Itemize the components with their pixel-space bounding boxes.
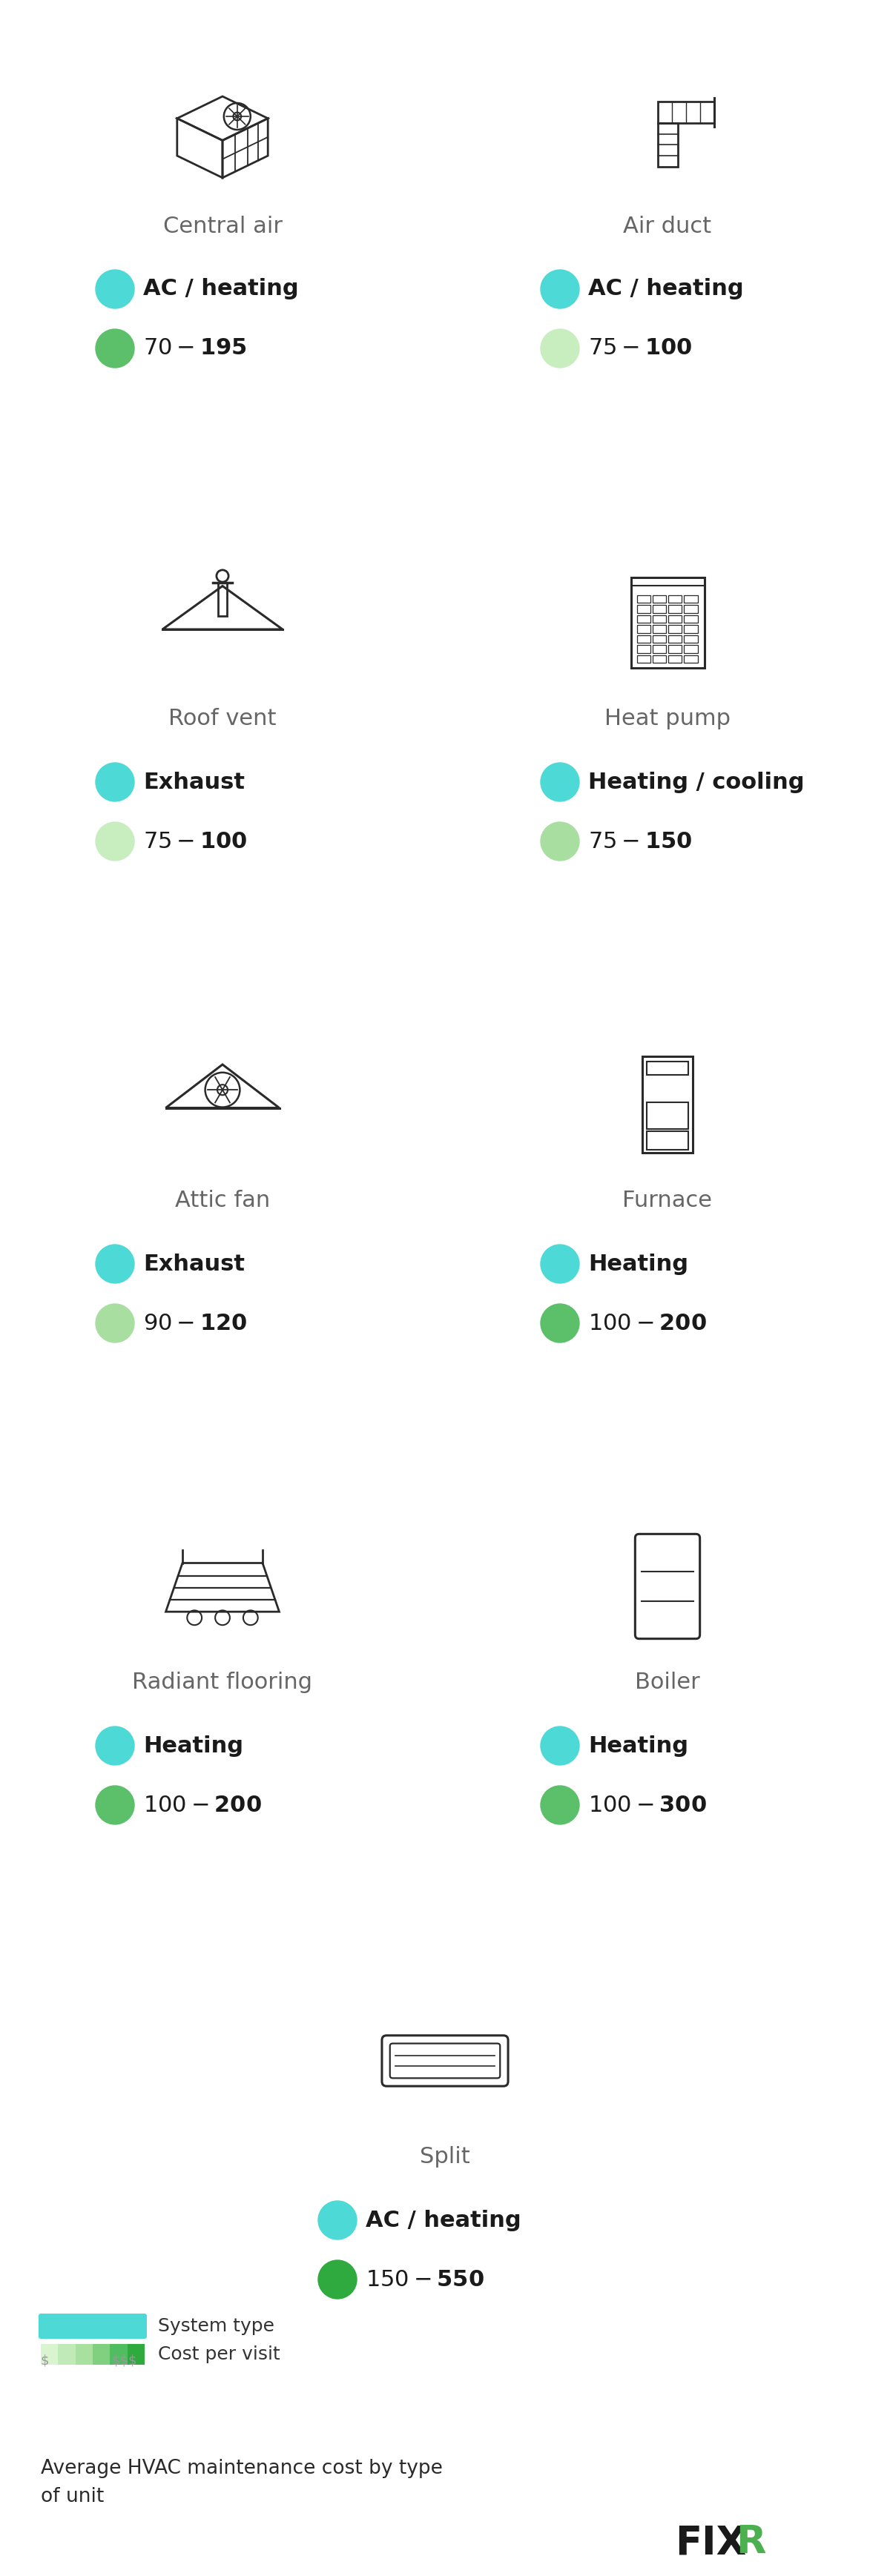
Text: Heating: Heating [143, 1736, 243, 1757]
Bar [652, 605, 666, 613]
Bar [637, 605, 651, 613]
Text: $100 - $300: $100 - $300 [588, 1795, 707, 1816]
Bar [652, 595, 666, 603]
Bar [668, 595, 682, 603]
Text: Exhaust: Exhaust [143, 1252, 245, 1275]
Bar [684, 616, 698, 623]
Circle shape [96, 1726, 134, 1765]
Text: Central air: Central air [163, 216, 282, 237]
Bar [643, 1056, 692, 1154]
Text: FIX: FIX [675, 2524, 747, 2563]
Text: of unit: of unit [41, 2486, 104, 2506]
Bar [631, 577, 704, 667]
Bar [637, 616, 651, 623]
Bar [93, 2344, 110, 2365]
Text: $75 - $100: $75 - $100 [588, 337, 692, 358]
Bar [58, 2344, 76, 2365]
Bar [637, 654, 651, 662]
Bar [637, 636, 651, 644]
Bar [110, 2344, 127, 2365]
Text: Average HVAC maintenance cost by type: Average HVAC maintenance cost by type [41, 2460, 442, 2478]
Bar [652, 616, 666, 623]
FancyBboxPatch shape [38, 2313, 147, 2339]
Text: Split: Split [420, 2146, 470, 2169]
Bar [652, 636, 666, 644]
Bar [668, 616, 682, 623]
Text: Air duct: Air duct [623, 216, 712, 237]
Circle shape [541, 1726, 579, 1765]
Bar [658, 124, 677, 167]
Bar [127, 2344, 144, 2365]
Bar [684, 595, 698, 603]
Text: $75 - $150: $75 - $150 [588, 829, 692, 853]
Text: $75 - $100: $75 - $100 [143, 829, 247, 853]
Text: Exhaust: Exhaust [143, 770, 245, 793]
Bar [668, 644, 682, 654]
Text: Heating: Heating [588, 1252, 688, 1275]
Circle shape [319, 2200, 357, 2239]
Text: R: R [736, 2524, 766, 2563]
Bar [646, 1103, 689, 1128]
Bar [668, 654, 682, 662]
Text: Roof vent: Roof vent [168, 708, 277, 729]
Text: $90 - $120: $90 - $120 [143, 1311, 247, 1334]
Text: $100 - $200: $100 - $200 [588, 1311, 707, 1334]
Circle shape [541, 1785, 579, 1824]
Circle shape [96, 762, 134, 801]
Text: AC / heating: AC / heating [143, 278, 299, 299]
Text: Radiant flooring: Radiant flooring [133, 1672, 312, 1692]
Bar [652, 626, 666, 634]
Text: Heating / cooling: Heating / cooling [588, 770, 805, 793]
Text: Furnace: Furnace [623, 1190, 712, 1211]
Circle shape [541, 762, 579, 801]
Circle shape [96, 1303, 134, 1342]
Bar [646, 1061, 689, 1074]
Circle shape [96, 270, 134, 309]
Text: $150 - $550: $150 - $550 [366, 2269, 484, 2290]
Bar [218, 582, 227, 616]
Bar [76, 2344, 93, 2365]
Circle shape [96, 330, 134, 368]
Text: $70 - $195: $70 - $195 [143, 337, 247, 358]
Circle shape [541, 330, 579, 368]
Bar [684, 626, 698, 634]
Circle shape [96, 1785, 134, 1824]
Circle shape [541, 1303, 579, 1342]
Text: $: $ [41, 2354, 49, 2367]
Bar [637, 644, 651, 654]
Circle shape [96, 822, 134, 860]
Bar [652, 654, 666, 662]
Circle shape [319, 2259, 357, 2298]
Text: System type: System type [158, 2318, 274, 2334]
Bar [668, 605, 682, 613]
Bar [668, 626, 682, 634]
Text: $$$: $$$ [111, 2354, 137, 2367]
Bar [684, 605, 698, 613]
Circle shape [96, 1244, 134, 1283]
Bar [658, 100, 715, 124]
Text: Attic fan: Attic fan [175, 1190, 270, 1211]
Bar [637, 626, 651, 634]
Text: Boiler: Boiler [635, 1672, 700, 1692]
Circle shape [541, 1244, 579, 1283]
Text: $100 - $200: $100 - $200 [143, 1795, 262, 1816]
Bar [637, 595, 651, 603]
Bar [684, 644, 698, 654]
Text: Cost per visit: Cost per visit [158, 2347, 280, 2362]
Text: Heat pump: Heat pump [604, 708, 731, 729]
Text: AC / heating: AC / heating [588, 278, 744, 299]
Bar [684, 654, 698, 662]
Circle shape [541, 822, 579, 860]
Bar [652, 644, 666, 654]
Circle shape [541, 270, 579, 309]
Text: Heating: Heating [588, 1736, 688, 1757]
Bar [646, 1131, 689, 1149]
Bar [41, 2344, 58, 2365]
Bar [684, 636, 698, 644]
Bar [668, 636, 682, 644]
Text: AC / heating: AC / heating [366, 2210, 522, 2231]
